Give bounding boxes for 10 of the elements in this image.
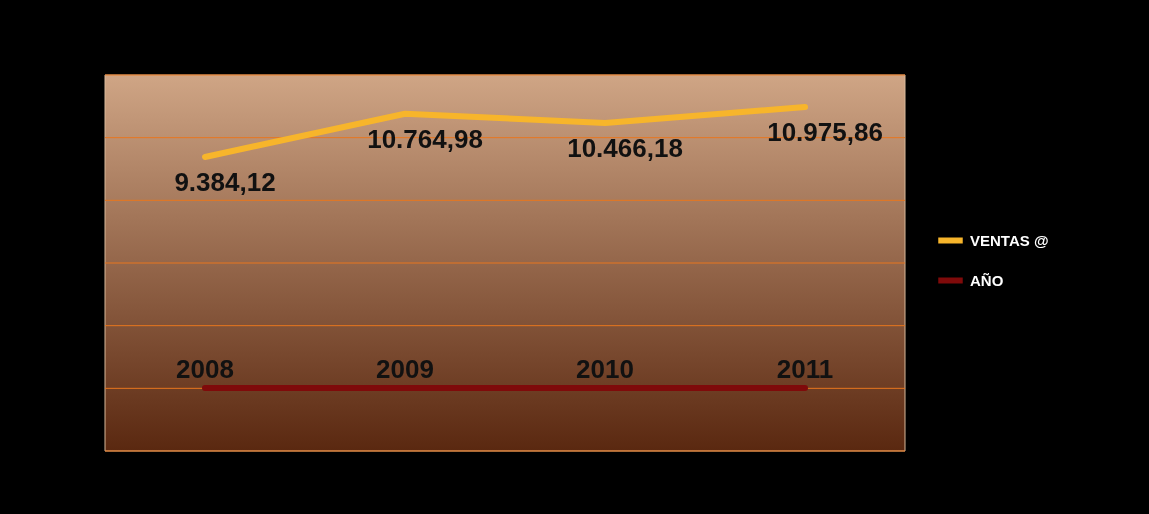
data-label: 10.975,86 bbox=[767, 117, 883, 148]
data-label: 10.466,18 bbox=[567, 133, 683, 164]
data-label: 9.384,12 bbox=[174, 166, 276, 197]
data-label: 2010 bbox=[576, 354, 634, 385]
data-label: 10.764,98 bbox=[367, 123, 483, 154]
data-label: 2008 bbox=[176, 354, 234, 385]
legend-label: VENTAS @ bbox=[970, 231, 1049, 249]
legend-label: AÑO bbox=[970, 271, 1004, 289]
data-label: 2011 bbox=[776, 353, 834, 384]
data-label: 2009 bbox=[376, 354, 434, 385]
